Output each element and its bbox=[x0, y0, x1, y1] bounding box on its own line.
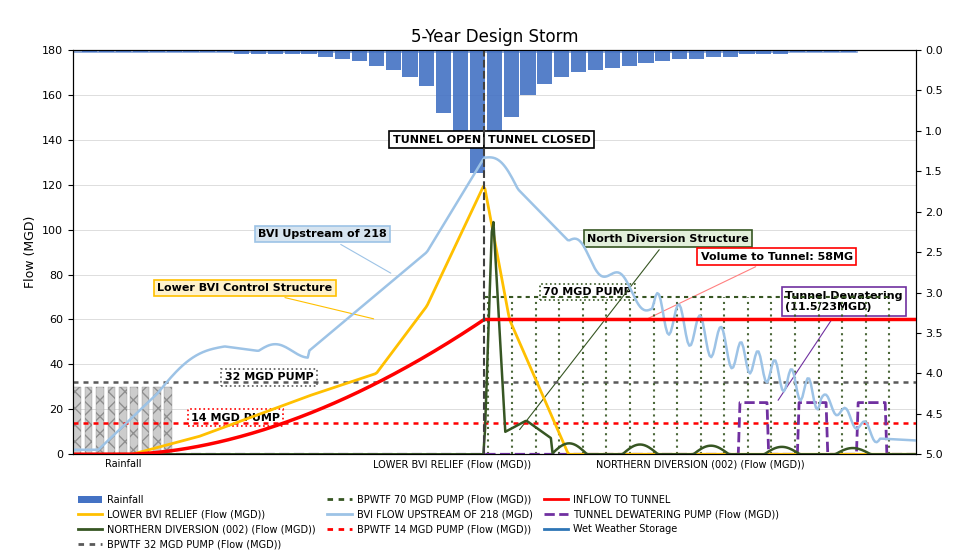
Bar bbox=[487, 50, 502, 144]
Text: Lower BVI Control Structure: Lower BVI Control Structure bbox=[158, 283, 374, 319]
Bar bbox=[165, 387, 172, 454]
Bar bbox=[420, 50, 434, 86]
Bar bbox=[96, 387, 104, 454]
Bar bbox=[85, 387, 93, 454]
Text: North Diversion Structure: North Diversion Structure bbox=[519, 234, 749, 429]
Bar bbox=[141, 387, 149, 454]
Bar bbox=[757, 50, 771, 54]
Bar bbox=[251, 50, 266, 54]
Bar bbox=[689, 50, 704, 59]
Bar bbox=[234, 50, 249, 54]
Bar bbox=[119, 387, 127, 454]
Text: 14 MGD PUMP: 14 MGD PUMP bbox=[191, 413, 280, 423]
Bar bbox=[132, 50, 148, 52]
Bar bbox=[520, 50, 536, 95]
Title: 5-Year Design Storm: 5-Year Design Storm bbox=[411, 28, 578, 45]
Bar bbox=[723, 50, 737, 57]
Bar bbox=[131, 387, 138, 454]
Bar bbox=[554, 50, 569, 77]
Bar bbox=[739, 50, 755, 54]
Text: TUNNEL CLOSED: TUNNEL CLOSED bbox=[488, 135, 590, 145]
Bar bbox=[621, 50, 637, 65]
Bar bbox=[706, 50, 721, 57]
Bar bbox=[790, 50, 805, 52]
Legend: Rainfall, LOWER BVI RELIEF (Flow (MGD)), NORTHERN DIVERSION (002) (Flow (MGD)), : Rainfall, LOWER BVI RELIEF (Flow (MGD)),… bbox=[78, 495, 779, 549]
Bar bbox=[504, 50, 519, 117]
Bar bbox=[386, 50, 400, 70]
Bar bbox=[352, 50, 367, 61]
Bar bbox=[335, 50, 351, 59]
Bar bbox=[773, 50, 788, 54]
Bar bbox=[301, 50, 317, 54]
Bar bbox=[107, 387, 115, 454]
Text: BVI Upstream of 218: BVI Upstream of 218 bbox=[258, 229, 391, 273]
Bar bbox=[284, 50, 300, 54]
Bar bbox=[605, 50, 619, 68]
Bar bbox=[183, 50, 199, 52]
Bar bbox=[99, 50, 114, 52]
Bar bbox=[672, 50, 688, 59]
Bar bbox=[116, 50, 131, 52]
Bar bbox=[268, 50, 282, 54]
Bar bbox=[571, 50, 586, 73]
Text: Tunnel Dewatering
(11.5/23MGD): Tunnel Dewatering (11.5/23MGD) bbox=[778, 291, 903, 401]
Bar bbox=[153, 387, 161, 454]
Bar bbox=[83, 50, 97, 52]
Text: 32 MGD PUMP: 32 MGD PUMP bbox=[225, 372, 314, 382]
Bar bbox=[588, 50, 603, 70]
Bar bbox=[318, 50, 333, 57]
Bar bbox=[806, 50, 822, 52]
Bar bbox=[73, 387, 81, 454]
Bar bbox=[436, 50, 451, 113]
Bar bbox=[150, 50, 165, 52]
Bar bbox=[638, 50, 654, 63]
Bar bbox=[369, 50, 384, 65]
Bar bbox=[217, 50, 232, 52]
Bar bbox=[402, 50, 418, 77]
Y-axis label: Flow (MGD): Flow (MGD) bbox=[23, 216, 37, 288]
Bar bbox=[167, 50, 182, 52]
Bar bbox=[824, 50, 839, 52]
Bar bbox=[201, 50, 215, 52]
Text: TUNNEL OPEN: TUNNEL OPEN bbox=[393, 135, 481, 145]
Text: Volume to Tunnel: 58MG: Volume to Tunnel: 58MG bbox=[649, 252, 853, 318]
Bar bbox=[538, 50, 552, 84]
Bar bbox=[841, 50, 856, 52]
Bar bbox=[453, 50, 468, 140]
Text: 70 MGD PUMP: 70 MGD PUMP bbox=[543, 287, 632, 297]
Bar bbox=[656, 50, 670, 61]
Bar bbox=[469, 50, 485, 173]
